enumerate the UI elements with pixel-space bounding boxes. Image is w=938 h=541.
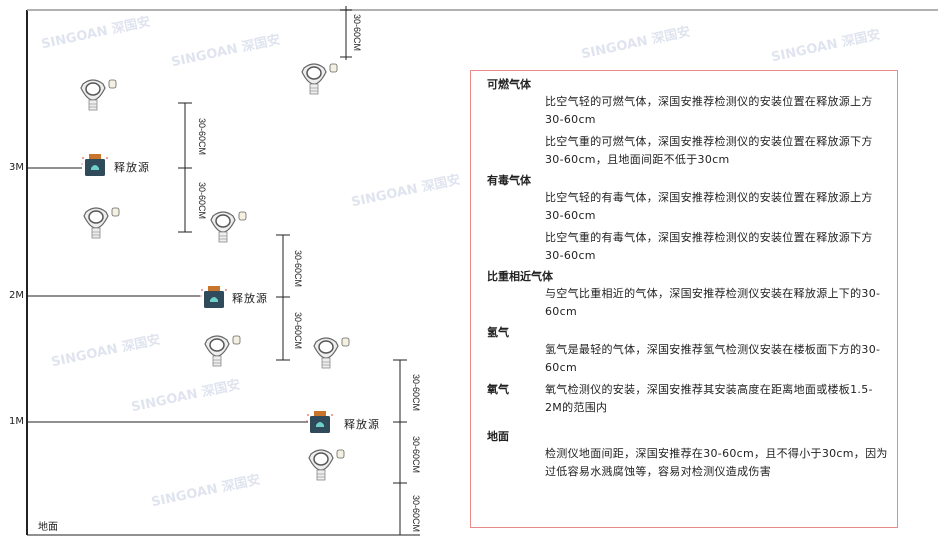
guidelines-panel: 可燃气体 比空气轻的可燃气体，深国安推荐检测仪的安装位置在释放源上方30-60c… (470, 70, 898, 528)
gas-detector-icon (83, 207, 120, 239)
source-label: 释放源 (344, 418, 380, 431)
section-text: 氧气检测仪的安装，深国安推荐其安装高度在距离地面或楼板1.5-2M的范围内 (545, 383, 873, 414)
dimension-label: 30-60CM (197, 118, 207, 156)
section-similar-density: 比重相近气体 与空气比重相近的气体，深国安推荐检测仪安装在释放源上下的30-60… (487, 269, 889, 321)
section-text: 检测仪地面间距，深国安推荐在30-60cm，且不得小于30cm，因为过低容易水溅… (545, 447, 888, 478)
section-text: 比空气重的有毒气体，深国安推荐检测仪的安装位置在释放源下方30-60cm (545, 231, 873, 262)
section-combustible: 可燃气体 比空气轻的可燃气体，深国安推荐检测仪的安装位置在释放源上方30-60c… (487, 77, 889, 169)
section-title: 可燃气体 (487, 78, 531, 91)
section-oxygen: 氧气 氧气检测仪的安装，深国安推荐其安装高度在距离地面或楼板1.5-2M的范围内 (487, 381, 889, 421)
section-title: 有毒气体 (487, 174, 531, 187)
level-2m-label: 2M (9, 290, 24, 301)
section-title: 比重相近气体 (487, 270, 553, 283)
section-title: 氢气 (487, 326, 509, 339)
level-1m-label: 1M (9, 416, 24, 427)
release-source-icon (200, 286, 227, 308)
ground-label: 地面 (38, 522, 58, 533)
section-text: 比空气轻的可燃气体，深国安推荐检测仪的安装位置在释放源上方30-60cm (545, 95, 873, 126)
section-text: 比空气轻的有毒气体，深国安推荐检测仪的安装位置在释放源上方30-60cm (545, 191, 873, 222)
dimension-label: 30-60CM (411, 374, 421, 412)
gas-detector-icon (210, 211, 247, 243)
gas-detector-icon (301, 63, 338, 95)
section-hydrogen: 氢气 氢气是最轻的气体，深国安推荐氢气检测仪安装在楼板面下方的30-60cm (487, 325, 889, 377)
dimension-label: 30-60CM (411, 436, 421, 474)
source-label: 释放源 (232, 292, 268, 305)
section-ground: 地面 检测仪地面间距，深国安推荐在30-60cm，且不得小于30cm，因为过低容… (487, 429, 889, 481)
section-text: 比空气重的可燃气体，深国安推荐检测仪的安装位置在释放源下方30-60cm，且地面… (545, 135, 873, 166)
dimension-label: 30-60CM (293, 312, 303, 350)
dimension-label: 30-60CM (197, 182, 207, 220)
section-title: 地面 (487, 430, 509, 443)
gas-detector-icon (80, 79, 117, 111)
gas-detector-icon (308, 449, 345, 481)
section-text: 氢气是最轻的气体，深国安推荐氢气检测仪安装在楼板面下方的30-60cm (545, 343, 881, 374)
release-source-icon (81, 154, 108, 176)
source-label: 释放源 (114, 161, 150, 174)
section-text: 与空气比重相近的气体，深国安推荐检测仪安装在释放源上下的30-60cm (545, 287, 881, 318)
dimension-label: 30-60CM (411, 495, 421, 533)
section-title: 氧气 (487, 383, 509, 396)
level-3m-label: 3M (9, 162, 24, 173)
release-source-icon (306, 411, 333, 433)
gas-detector-icon (204, 335, 241, 367)
gas-detector-icon (313, 337, 350, 369)
dimension-label: 30-60CM (352, 14, 362, 52)
dimension-label: 30-60CM (293, 250, 303, 288)
section-toxic: 有毒气体 比空气轻的有毒气体，深国安推荐检测仪的安装位置在释放源上方30-60c… (487, 173, 889, 265)
